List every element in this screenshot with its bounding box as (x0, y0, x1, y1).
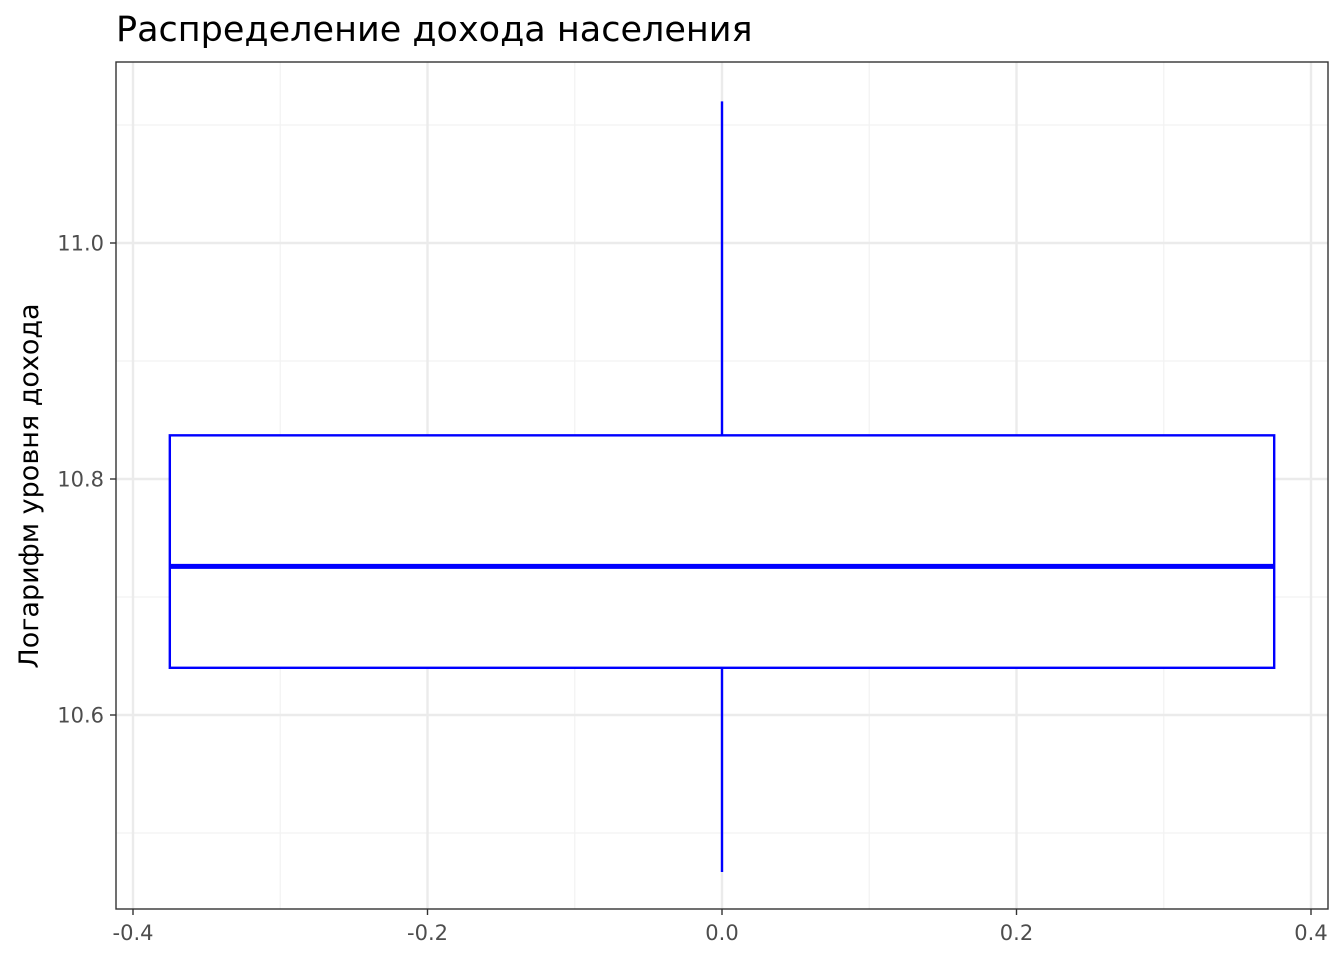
y-tick-label: 10.6 (57, 704, 104, 728)
y-tick-label: 11.0 (57, 232, 104, 256)
plot-area: -0.4 -0.2 0.0 0.2 0.4 10.6 10.8 11.0 (57, 61, 1329, 945)
x-tick-label: 0.2 (1000, 921, 1033, 945)
x-tick-label: -0.2 (407, 921, 448, 945)
y-tick-label: 10.8 (57, 468, 104, 492)
x-tick-label: 0.4 (1294, 921, 1327, 945)
box-iqr (168, 434, 1276, 670)
x-tick-label: 0.0 (705, 921, 738, 945)
chart-title: Распределение дохода населения (116, 10, 753, 50)
x-tick-label: -0.4 (113, 921, 154, 945)
y-axis-label: Логарифм уровня дохода (14, 303, 45, 668)
